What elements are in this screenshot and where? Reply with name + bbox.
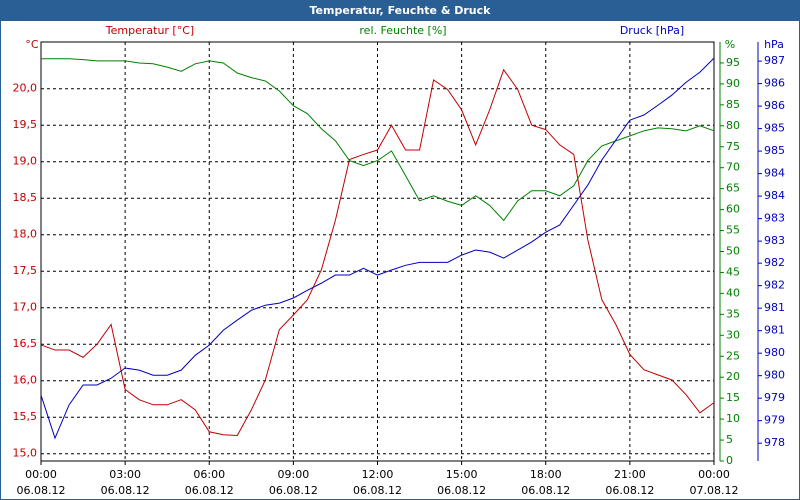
y2-tick-label: 80: [726, 119, 740, 132]
y2-tick-label: 60: [726, 203, 740, 216]
y-tick-label: 15,5: [13, 410, 38, 423]
y2-tick-label: 25: [726, 349, 740, 362]
legend-label: rel. Feuchte [%]: [359, 24, 446, 37]
y2-tick-label: 35: [726, 307, 740, 320]
x-tick-date: 06.08.12: [17, 484, 66, 497]
x-tick-label: 09:00: [278, 468, 310, 481]
y2-tick-label: 85: [726, 98, 740, 111]
y3-tick-label: 981: [764, 324, 785, 337]
y3-tick-label: 979: [764, 414, 785, 427]
series-line: [40, 68, 715, 436]
y3-tick-label: 985: [764, 122, 785, 135]
x-tick-date: 06.08.12: [353, 484, 402, 497]
y3-tick-label: 979: [764, 391, 785, 404]
series-line: [40, 57, 715, 440]
y3-tick-label: 983: [764, 212, 785, 225]
y3-tick-label: 986: [764, 99, 785, 112]
y-tick-label: 17,5: [13, 264, 38, 277]
y2-tick-label: 10: [726, 412, 740, 425]
y2-tick-label: 30: [726, 328, 740, 341]
plot-border: [40, 41, 715, 462]
x-tick-date: 07.08.12: [690, 484, 739, 497]
y3-tick-label: 985: [764, 144, 785, 157]
y2-tick-label: 65: [726, 182, 740, 195]
y2-tick-label: 75: [726, 140, 740, 153]
y2-unit: %: [725, 38, 735, 51]
x-tick-date: 06.08.12: [101, 484, 150, 497]
y3-tick-label: 980: [764, 346, 785, 359]
x-tick-date: 06.08.12: [185, 484, 234, 497]
y2-tick-label: 45: [726, 265, 740, 278]
y-tick-label: 19,5: [13, 118, 38, 131]
y3-tick-label: 982: [764, 279, 785, 292]
y3-tick-label: 984: [764, 189, 785, 202]
y-tick-label: 19,0: [13, 155, 38, 168]
y2-tick-label: 40: [726, 286, 740, 299]
y-tick-label: 20,0: [13, 82, 38, 95]
x-tick-label: 06:00: [193, 468, 225, 481]
legend-label: Temperatur [°C]: [105, 24, 194, 37]
y-tick-label: 18,0: [13, 228, 38, 241]
y-unit: °C: [25, 38, 39, 51]
x-tick-date: 06.08.12: [269, 484, 318, 497]
x-tick-label: 00:00: [698, 468, 730, 481]
y2-tick-label: 90: [726, 77, 740, 90]
y2-tick-label: 50: [726, 245, 740, 258]
x-tick-label: 21:00: [614, 468, 646, 481]
y3-tick-label: 981: [764, 301, 785, 314]
x-tick-label: 03:00: [109, 468, 141, 481]
y-tick-label: 16,5: [13, 337, 38, 350]
y3-unit: hPa: [764, 38, 784, 51]
x-tick-date: 06.08.12: [437, 484, 486, 497]
y3-tick-label: 983: [764, 234, 785, 247]
y3-tick-label: 987: [764, 54, 785, 67]
x-tick-date: 06.08.12: [521, 484, 570, 497]
y-tick-label: 16,0: [13, 374, 38, 387]
y2-tick-label: 70: [726, 161, 740, 174]
legend-label: Druck [hPa]: [620, 24, 684, 37]
y3-tick-label: 984: [764, 167, 785, 180]
y3-tick-label: 982: [764, 256, 785, 269]
y2-tick-label: 20: [726, 370, 740, 383]
x-tick-label: 15:00: [446, 468, 478, 481]
y-tick-label: 15,0: [13, 447, 38, 460]
y-tick-label: 18,5: [13, 191, 38, 204]
chart-title: Temperatur, Feuchte & Druck: [310, 4, 492, 17]
y2-tick-label: 5: [726, 433, 733, 446]
y2-tick-label: 55: [726, 224, 740, 237]
y3-tick-label: 986: [764, 77, 785, 90]
y3-tick-label: 980: [764, 369, 785, 382]
title-bar: [0, 0, 800, 21]
y2-tick-label: 95: [726, 56, 740, 69]
x-tick-label: 12:00: [362, 468, 394, 481]
x-tick-date: 06.08.12: [605, 484, 654, 497]
y3-tick-label: 978: [764, 436, 785, 449]
y-tick-label: 17,0: [13, 301, 38, 314]
x-tick-label: 18:00: [530, 468, 562, 481]
x-tick-label: 00:00: [25, 468, 57, 481]
y2-tick-label: 15: [726, 391, 740, 404]
series-line: [41, 58, 715, 222]
y2-tick-label: 0: [726, 454, 733, 467]
